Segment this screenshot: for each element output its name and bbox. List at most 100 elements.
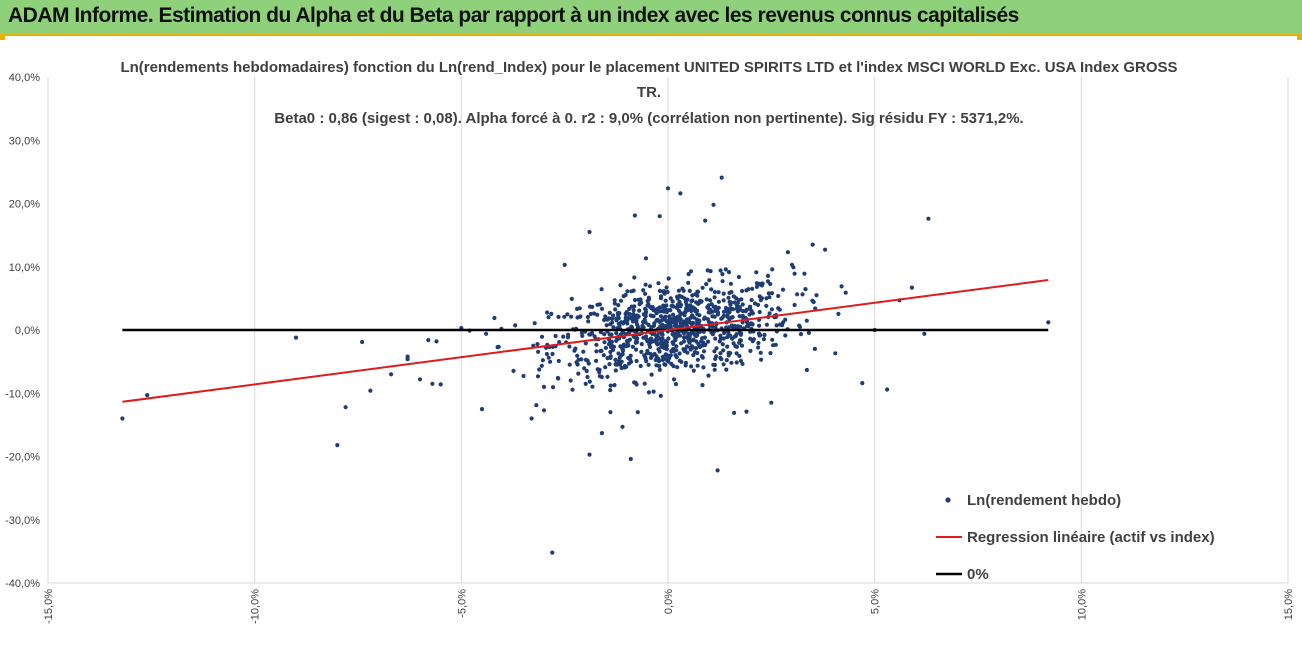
scatter-point <box>426 338 431 343</box>
scatter-point <box>575 353 580 358</box>
scatter-point <box>721 362 726 367</box>
scatter-point <box>734 360 739 365</box>
scatter-point <box>573 346 578 351</box>
scatter-point <box>588 311 593 317</box>
scatter-point <box>293 335 299 340</box>
scatter-point <box>749 297 754 303</box>
scatter-point <box>609 332 614 337</box>
scatter-point <box>734 296 739 301</box>
scatter-point <box>676 303 682 308</box>
scatter-point <box>729 315 734 320</box>
scatter-point <box>619 353 624 358</box>
scatter-point <box>677 358 682 363</box>
scatter-point <box>770 267 775 272</box>
scatter-point <box>602 317 607 323</box>
scatter-point <box>764 322 770 327</box>
scatter-point <box>608 355 613 360</box>
scatter-point <box>557 340 562 345</box>
chart-title: Ln(rendements hebdomadaires) fonction du… <box>120 59 1177 127</box>
scatter-point <box>909 285 915 290</box>
scatter-point <box>634 347 639 352</box>
scatter-point <box>725 313 730 318</box>
scatter-point <box>712 295 717 300</box>
scatter-point <box>603 365 608 370</box>
scatter-point <box>666 276 671 281</box>
scatter-point <box>765 273 771 278</box>
scatter-point <box>643 291 648 296</box>
scatter-point <box>706 373 711 378</box>
scatter-point <box>811 299 816 305</box>
scatter-point <box>726 295 731 300</box>
regression-line <box>122 278 1049 403</box>
scatter-point <box>539 363 544 368</box>
scatter-point <box>613 357 618 362</box>
scatter-point <box>639 342 644 347</box>
scatter-point <box>678 191 683 196</box>
scatter-point <box>546 315 551 320</box>
scatter-point <box>690 305 695 310</box>
scatter-point <box>708 298 713 303</box>
scatter-point <box>679 294 684 299</box>
scatter-point <box>719 175 724 180</box>
scatter-point <box>691 320 696 325</box>
scatter-point <box>740 302 745 307</box>
scatter-point <box>718 268 723 273</box>
scatter-point <box>535 342 540 347</box>
y-tick-label: 20,0% <box>9 199 40 211</box>
scatter-point <box>616 303 621 308</box>
scatter-point <box>658 296 664 301</box>
scatter-point <box>757 294 762 299</box>
scatter-point <box>736 274 742 280</box>
banner-corner-right <box>1297 36 1302 40</box>
scatter-point <box>652 321 657 326</box>
scatter-point <box>634 358 639 364</box>
scatter-point <box>750 311 756 316</box>
scatter-point <box>657 288 663 293</box>
scatter-point <box>738 338 743 343</box>
scatter-point <box>643 356 648 361</box>
scatter-point <box>586 319 591 324</box>
scatter-point <box>714 354 719 359</box>
scatter-point <box>618 298 624 303</box>
scatter-point <box>511 368 516 373</box>
scatter-point <box>767 295 772 300</box>
scatter-point <box>539 334 545 339</box>
scatter-point <box>594 342 599 347</box>
scatter-point <box>689 344 695 349</box>
scatter-point <box>608 349 613 355</box>
scatter-point <box>704 297 709 302</box>
scatter-point <box>597 374 603 379</box>
scatter-point <box>713 304 718 309</box>
scatter-point <box>687 319 692 324</box>
scatter-point <box>717 339 722 344</box>
chart-title-line: Beta0 : 0,86 (sigest : 0,08). Alpha forc… <box>274 110 1023 127</box>
scatter-point <box>689 364 694 369</box>
scatter-point <box>645 303 650 308</box>
scatter-point <box>656 347 661 352</box>
scatter-point <box>521 373 526 379</box>
scatter-point <box>727 290 732 295</box>
y-tick-label: 30,0% <box>9 135 40 147</box>
scatter-point <box>647 344 653 350</box>
scatter-point <box>417 377 423 382</box>
scatter-point <box>734 351 739 356</box>
scatter-point <box>705 339 711 344</box>
legend: Ln(rendement hebdo) Regression linéaire (… <box>936 492 1215 583</box>
scatter-point <box>716 290 721 295</box>
scatter-point <box>618 283 623 288</box>
scatter-point <box>761 337 767 342</box>
scatter-point <box>579 357 584 362</box>
scatter-point <box>683 308 689 313</box>
scatter-point <box>594 349 599 354</box>
scatter-point <box>529 416 534 421</box>
scatter-point <box>634 320 639 325</box>
scatter-point <box>885 387 890 392</box>
scatter-point <box>595 312 600 317</box>
scatter-point <box>676 318 681 323</box>
scatter-point <box>677 351 682 356</box>
scatter-point <box>792 302 797 308</box>
scatter-point <box>389 372 394 377</box>
scatter-point <box>762 332 767 338</box>
scatter-point <box>728 351 733 356</box>
y-tick-label: -40,0% <box>5 578 40 590</box>
